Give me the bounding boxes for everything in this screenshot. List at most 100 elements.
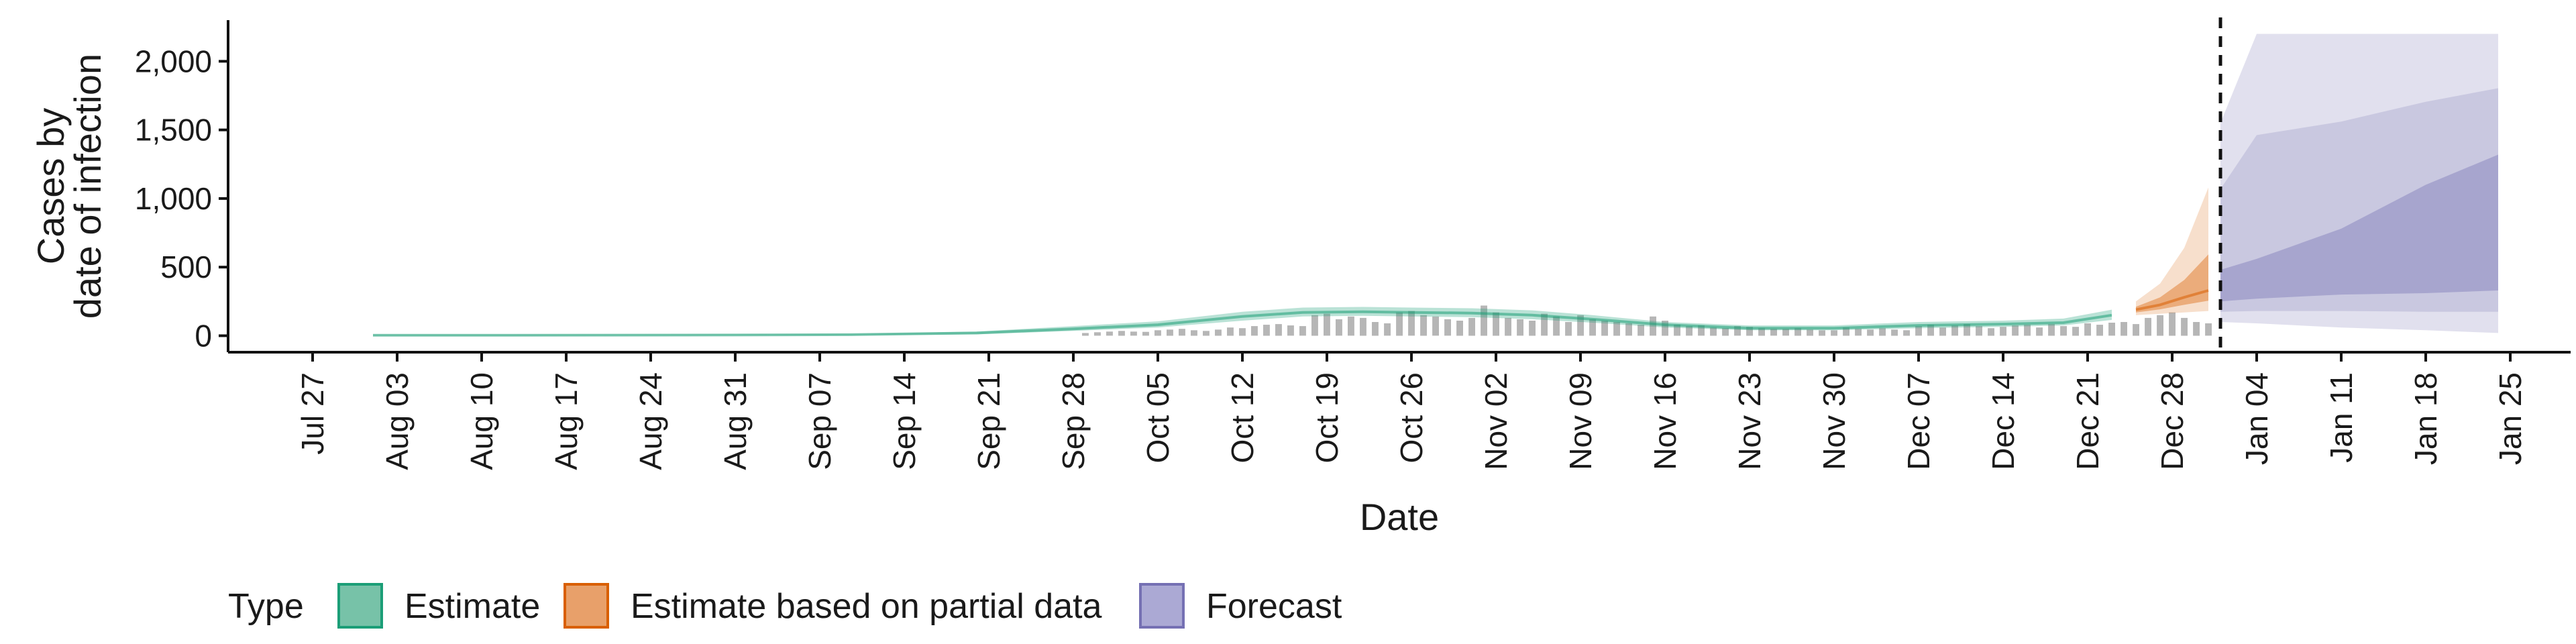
observed-case-bar [2169, 312, 2176, 336]
x-tick-label: Jan 18 [2408, 372, 2443, 465]
y-tick-label: 2,000 [135, 44, 212, 78]
observed-case-bar [1094, 332, 1101, 336]
observed-case-bar [1142, 331, 1149, 336]
observed-case-bar [2072, 327, 2079, 336]
observed-case-bar [1481, 305, 1487, 336]
observed-case-bar [1493, 312, 1499, 336]
observed-case-bar [1565, 322, 1572, 336]
observed-case-bar [1553, 316, 1560, 336]
observed-case-bar [1106, 331, 1113, 336]
observed-case-bar [1275, 324, 1282, 336]
observed-case-bar [1927, 325, 1934, 336]
x-tick-label: Dec 14 [1986, 372, 2021, 470]
observed-case-bar [1891, 329, 1898, 336]
estimate-partial-series [2135, 187, 2209, 315]
axes [227, 20, 2571, 354]
partial-median-line [2135, 289, 2209, 311]
x-tick-label: Jan 04 [2239, 372, 2274, 465]
observed-case-bar [2193, 322, 2200, 336]
legend-key-1 [337, 583, 383, 629]
x-axis-title: Date [1360, 496, 1439, 538]
observed-case-bar [1311, 315, 1318, 336]
observed-case-bar [1251, 326, 1258, 336]
observed-case-bar [1505, 317, 1511, 336]
observed-case-bar [1179, 329, 1185, 336]
observed-case-bar [1903, 330, 1910, 336]
observed-case-bar [1819, 330, 1825, 336]
observed-case-bar [1577, 315, 1584, 336]
observed-case-bar [2096, 325, 2103, 336]
observed-case-bar [1408, 311, 1415, 336]
observed-case-bar [1964, 324, 1970, 336]
partial-ci-90 [2136, 187, 2208, 315]
observed-case-bar [1444, 319, 1451, 336]
forecast-ci-70 [2220, 88, 2498, 312]
observed-case-bar [1758, 328, 1765, 336]
x-tick-label: Nov 30 [1817, 372, 1851, 470]
observed-case-bar [1432, 316, 1439, 336]
observed-case-bar [1336, 319, 1342, 336]
estimate-median-line [373, 310, 2112, 337]
observed-case-bar [2181, 317, 2188, 336]
observed-case-bar [1625, 323, 1632, 336]
partial-ci-50 [2136, 254, 2208, 313]
x-tick-label: Jan 25 [2493, 372, 2528, 465]
observed-case-bar [1191, 330, 1197, 336]
y-axis-ticks: 0 500 1,000 1,500 2,000 [135, 44, 228, 353]
observed-case-bar [1976, 326, 1982, 336]
observed-case-bar [1348, 316, 1354, 336]
observed-cases-bars [1082, 305, 2212, 336]
observed-case-bar [1360, 317, 1366, 336]
x-tick-label: Oct 05 [1140, 372, 1175, 464]
x-tick-label: Dec 07 [1901, 372, 1936, 470]
x-tick-label: Oct 26 [1394, 372, 1429, 464]
y-tick-label: 1,000 [135, 181, 212, 216]
observed-case-bar [1710, 327, 1717, 336]
observed-case-bar [1879, 328, 1886, 336]
x-tick-label: Sep 07 [802, 372, 837, 470]
observed-case-bar [1239, 328, 1246, 336]
x-tick-label: Nov 16 [1648, 372, 1682, 470]
observed-case-bar [1734, 326, 1741, 336]
y-axis-title-line1: Cases by [30, 108, 72, 264]
observed-case-bar [2012, 325, 2019, 336]
observed-case-bar [2145, 317, 2151, 336]
x-tick-label: Oct 12 [1225, 372, 1260, 464]
estimate-ci-90 [373, 307, 2112, 336]
observed-case-bar [1951, 325, 1958, 336]
observed-case-bar [1299, 326, 1306, 336]
observed-case-bar [1638, 325, 1644, 336]
observed-case-bar [1782, 329, 1789, 336]
observed-case-bar [1988, 328, 1994, 336]
x-tick-label: Aug 17 [549, 372, 584, 470]
observed-case-bar [2157, 315, 2163, 336]
observed-case-bar [1130, 331, 1137, 336]
forecast-series [2220, 34, 2498, 333]
observed-case-bar [1601, 321, 1608, 336]
y-tick-label: 0 [195, 318, 212, 353]
legend-label-3: Forecast [1206, 587, 1342, 626]
x-tick-label: Sep 28 [1056, 372, 1091, 470]
observed-case-bar [1807, 329, 1813, 336]
observed-case-bar [2024, 325, 2031, 336]
observed-case-bar [1746, 327, 1753, 336]
observed-case-bar [1287, 325, 1294, 336]
legend-key-2 [564, 583, 609, 629]
observed-case-bar [1662, 321, 1668, 336]
observed-case-bar [1420, 315, 1427, 336]
y-tick-label: 1,500 [135, 113, 212, 148]
x-tick-label: Dec 28 [2155, 372, 2190, 470]
observed-case-bar [1650, 316, 1656, 336]
legend-key-3 [1139, 583, 1185, 629]
legend: Type Estimate Estimate based on partial da… [228, 583, 1342, 629]
observed-case-bar [1155, 330, 1161, 336]
observed-case-bar [1794, 328, 1801, 336]
observed-case-bar [1770, 329, 1777, 336]
observed-case-bar [2133, 324, 2139, 336]
observed-case-bar [1517, 319, 1523, 336]
observed-case-bar [1831, 330, 1837, 336]
observed-case-bar [1372, 322, 1379, 336]
x-tick-label: Nov 23 [1732, 372, 1767, 470]
x-tick-label: Sep 14 [887, 372, 922, 470]
